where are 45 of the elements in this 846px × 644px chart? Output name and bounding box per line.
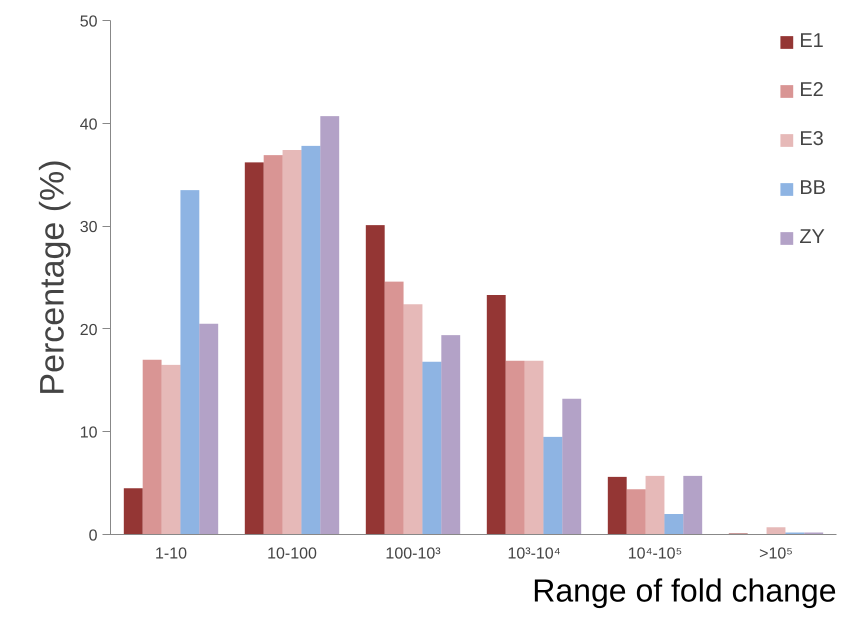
x-axis-title: Range of fold change bbox=[532, 572, 836, 608]
y-tick-label: 30 bbox=[80, 219, 98, 236]
bar bbox=[608, 476, 627, 534]
y-tick-label: 40 bbox=[80, 116, 98, 134]
bar bbox=[441, 335, 460, 534]
y-tick-label: 20 bbox=[80, 322, 98, 339]
bar bbox=[486, 294, 506, 534]
bar bbox=[264, 155, 283, 534]
y-tick-label: 0 bbox=[88, 528, 98, 544]
bar bbox=[626, 489, 646, 534]
bar bbox=[366, 225, 385, 534]
y-tick-label: 50 bbox=[80, 14, 98, 30]
bar bbox=[664, 514, 684, 534]
bar bbox=[320, 116, 340, 534]
x-tick-label: 10⁴-10⁵ bbox=[628, 546, 682, 562]
legend-label: E3 bbox=[799, 128, 824, 151]
x-tick-label: 10-100 bbox=[267, 546, 318, 562]
bar bbox=[506, 360, 525, 534]
bar bbox=[404, 304, 422, 534]
bar bbox=[199, 324, 218, 534]
x-tick-label: 10³-10⁴ bbox=[507, 546, 561, 562]
bar bbox=[162, 364, 180, 534]
bar bbox=[384, 282, 404, 534]
bar bbox=[646, 476, 664, 534]
bar bbox=[124, 488, 143, 534]
bar bbox=[543, 436, 562, 534]
legend-label: ZY bbox=[799, 226, 825, 249]
legend-label: E2 bbox=[799, 79, 824, 102]
bar bbox=[562, 398, 582, 534]
bar bbox=[142, 360, 162, 534]
bar bbox=[683, 476, 702, 534]
legend-label: BB bbox=[799, 177, 826, 200]
bar bbox=[524, 360, 544, 534]
bar bbox=[766, 527, 786, 534]
y-tick-label: 10 bbox=[80, 424, 98, 442]
x-tick-label: 1-10 bbox=[154, 546, 188, 562]
bar bbox=[180, 190, 200, 534]
y-axis-title: Percentage (%) bbox=[34, 159, 72, 396]
bar bbox=[301, 146, 320, 534]
legend-label: E1 bbox=[799, 30, 824, 53]
bar bbox=[282, 150, 302, 534]
bar bbox=[244, 162, 264, 534]
x-tick-label: 100-10³ bbox=[385, 546, 442, 562]
bar bbox=[422, 362, 442, 534]
x-tick-label: >10⁵ bbox=[759, 546, 793, 562]
